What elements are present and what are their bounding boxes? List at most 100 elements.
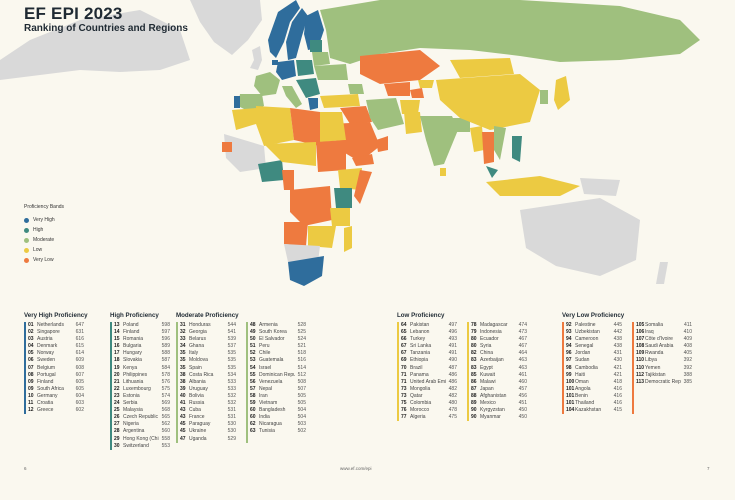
rank-number: 12 <box>28 407 34 414</box>
country-name: Madagascar <box>480 322 508 328</box>
country-name: United Arab Emirates <box>410 378 446 385</box>
country-name: Serbia <box>123 400 138 407</box>
ranking-row: 92 Palestine 445 <box>566 322 622 329</box>
score-value: 475 <box>448 414 457 421</box>
region-pakistan <box>404 112 422 134</box>
region-sweden <box>286 8 308 60</box>
rank-number: 35 <box>180 357 186 364</box>
rank-number: 98 <box>566 364 572 371</box>
rank-number: 33 <box>180 336 186 343</box>
rank-number: 101 <box>566 400 575 407</box>
legend-swatch <box>24 227 29 233</box>
ranking-row: 87 Japan 457 <box>471 386 527 393</box>
rank-number: 82 <box>471 350 477 357</box>
ranking-row: 50 El Salvador 524 <box>250 336 306 343</box>
country-name: Malawi <box>480 378 496 385</box>
legend-items: Very High High Moderate Low Very Low <box>24 215 64 265</box>
country-name: Cameroon <box>575 336 599 343</box>
country-name: France <box>189 414 205 421</box>
country-name: Ghana <box>189 343 205 350</box>
region-philippines <box>512 136 522 162</box>
ranking-row: 60 Bangladesh 504 <box>250 407 306 414</box>
score-value: 503 <box>297 421 306 428</box>
region-nepal-bangladesh <box>452 118 470 132</box>
rank-number: 21 <box>114 378 120 385</box>
ranking-row: 104 Kazakhstan 415 <box>566 407 622 414</box>
country-name: Egypt <box>480 364 493 371</box>
score-value: 496 <box>448 329 457 336</box>
region-somalia <box>354 170 372 204</box>
ranking-row: 25 Malaysia 568 <box>114 407 170 414</box>
score-value: 608 <box>75 364 84 371</box>
country-name: Morocco <box>410 407 430 414</box>
score-value: 575 <box>161 385 170 392</box>
rank-number: 20 <box>114 371 120 378</box>
score-value: 604 <box>75 392 84 399</box>
country-name: Denmark <box>37 343 58 350</box>
ranking-row: 38 Albania 533 <box>180 379 236 386</box>
rank-number: 113 <box>636 378 645 385</box>
region-poland <box>296 60 314 76</box>
ranking-row: 63 Tunisia 502 <box>250 428 306 435</box>
country-name: Colombia <box>410 400 432 407</box>
rank-number: 60 <box>250 414 256 421</box>
score-value: 535 <box>227 364 236 371</box>
rank-number: 32 <box>180 329 186 336</box>
score-value: 568 <box>161 407 170 414</box>
score-value: 589 <box>161 343 170 350</box>
ranking-row: 85 Kuwait 461 <box>471 372 527 379</box>
score-value: 502 <box>297 428 306 435</box>
region-morocco <box>232 108 256 130</box>
score-value: 584 <box>161 364 170 371</box>
rank-number: 93 <box>566 329 572 336</box>
score-value: 490 <box>448 357 457 364</box>
ranking-row: 73 Qatar 482 <box>401 393 457 400</box>
country-name: Sudan <box>575 357 590 364</box>
rank-number: 28 <box>114 428 120 435</box>
country-name: Bolivia <box>189 392 204 399</box>
band-very-high-proficiency: Very High Proficiency 01 Netherlands 647 02 S… <box>24 312 94 415</box>
country-name: Democratic Republic of the Congo <box>645 378 681 385</box>
ranking-row: 43 France 531 <box>180 414 236 421</box>
footer-url[interactable]: www.ef.com/epi <box>340 466 372 471</box>
rank-number: 110 <box>636 364 645 371</box>
country-name: Poland <box>123 322 139 328</box>
score-value: 416 <box>613 392 622 399</box>
ranking-row: 82 China 464 <box>471 350 527 357</box>
country-name: Belgium <box>37 364 56 371</box>
score-value: 460 <box>518 378 527 385</box>
country-name: Tunisia <box>259 428 275 435</box>
score-value: 474 <box>518 322 527 328</box>
country-name: Sweden <box>37 357 56 364</box>
ranking-row: 79 Indonesia 473 <box>471 329 527 336</box>
country-name: Luxembourg <box>123 385 151 392</box>
ranking-row: 75 Colombia 480 <box>401 400 457 407</box>
country-name: Tanzania <box>410 350 431 357</box>
region-kazakhstan <box>360 50 440 84</box>
score-value: 416 <box>613 400 622 407</box>
rank-number: 04 <box>28 343 34 350</box>
ranking-row: 39 Uruguay 533 <box>180 386 236 393</box>
ranking-row: 33 Belarus 539 <box>180 336 236 343</box>
ranking-row: 110 Yemen 392 <box>636 365 692 372</box>
band-columns: 64 Pakistan 497 65 Lebanon 496 66 Turkey 493 67 Sr… <box>397 322 537 422</box>
ranking-row: 17 Hungary 588 <box>114 350 170 357</box>
ranking-row: 45 Ukraine 530 <box>180 428 236 435</box>
country-name: Malaysia <box>123 407 143 414</box>
rank-number: 41 <box>180 400 186 407</box>
rank-number: 73 <box>401 392 407 399</box>
country-name: Tajikistan <box>645 371 666 378</box>
score-value: 544 <box>227 322 236 328</box>
ranking-row: 02 Singapore 631 <box>28 329 84 336</box>
score-value: 467 <box>518 336 527 343</box>
country-name: Sri Lanka <box>410 343 432 350</box>
rank-number: 64 <box>401 322 407 328</box>
score-value: 528 <box>297 322 306 328</box>
score-value: 518 <box>297 350 306 357</box>
region-ethiopia <box>338 168 362 190</box>
band-column: 01 Netherlands 647 02 Singapore 631 03 Austria 6… <box>24 322 84 415</box>
ranking-row: 04 Denmark 615 <box>28 343 84 350</box>
region-north-america <box>0 10 190 80</box>
country-name: Ethiopia <box>410 357 429 364</box>
